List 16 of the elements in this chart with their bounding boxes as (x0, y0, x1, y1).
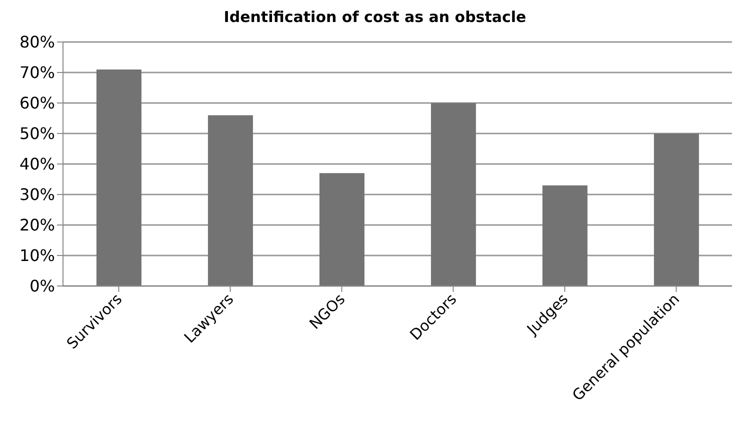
chart-title: Identification of cost as an obstacle (222, 8, 528, 28)
y-tick-label: 30% (19, 185, 55, 204)
y-tick-label: 20% (19, 216, 55, 235)
y-tick-label: 50% (19, 124, 55, 144)
y-tick-label: 0% (30, 276, 55, 296)
bar (542, 185, 588, 286)
bar (208, 115, 253, 286)
y-tick-label: 10% (19, 246, 55, 266)
bar (654, 134, 699, 286)
y-tick-label: 80% (19, 32, 55, 52)
bar (319, 173, 364, 286)
y-tick-label: 70% (19, 63, 55, 82)
y-tick-label: 40% (19, 154, 55, 174)
y-tick-label: 60% (19, 94, 55, 113)
bar (96, 69, 142, 286)
bar (430, 103, 476, 286)
